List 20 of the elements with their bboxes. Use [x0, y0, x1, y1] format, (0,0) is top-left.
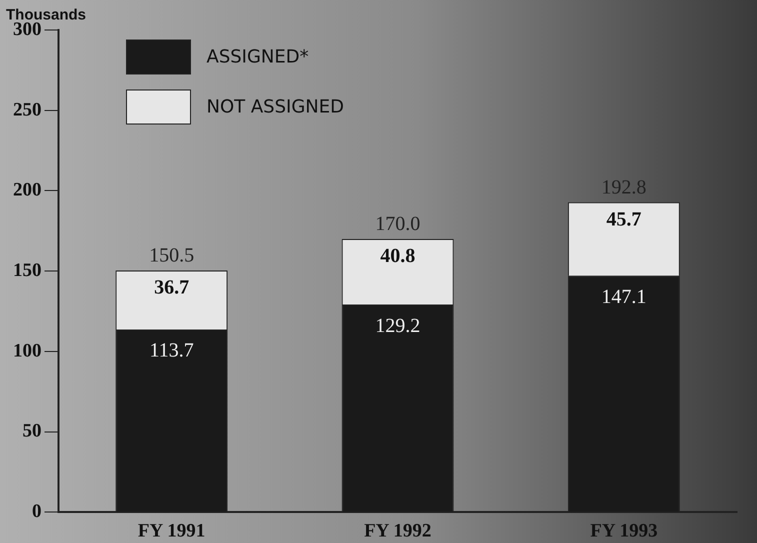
y-tick-label: 0 — [32, 501, 42, 522]
total-label: 150.5 — [149, 244, 194, 267]
x-tick-label: FY 1991 — [138, 520, 206, 542]
data-label: 45.7 — [606, 208, 642, 230]
y-tick-label: 100 — [13, 340, 42, 362]
data-label: 129.2 — [375, 314, 420, 337]
data-label: 36.7 — [154, 276, 190, 299]
data-label: 113.7 — [149, 340, 194, 362]
data-label: 40.8 — [380, 245, 416, 268]
y-tick-label: 250 — [13, 99, 42, 120]
legend-label: ASSIGNED* — [206, 46, 309, 68]
x-tick-label: FY 1992 — [364, 520, 432, 542]
total-label: 170.0 — [375, 213, 420, 236]
data-label: 147.1 — [601, 286, 646, 308]
total-label: 192.8 — [601, 176, 646, 199]
y-tick-label: 50 — [22, 420, 42, 442]
y-tick-label: 150 — [13, 260, 42, 282]
legend-label: NOT ASSIGNED — [206, 96, 344, 118]
x-tick-label: FY 1993 — [590, 520, 658, 542]
y-tick-label: 200 — [13, 180, 42, 201]
